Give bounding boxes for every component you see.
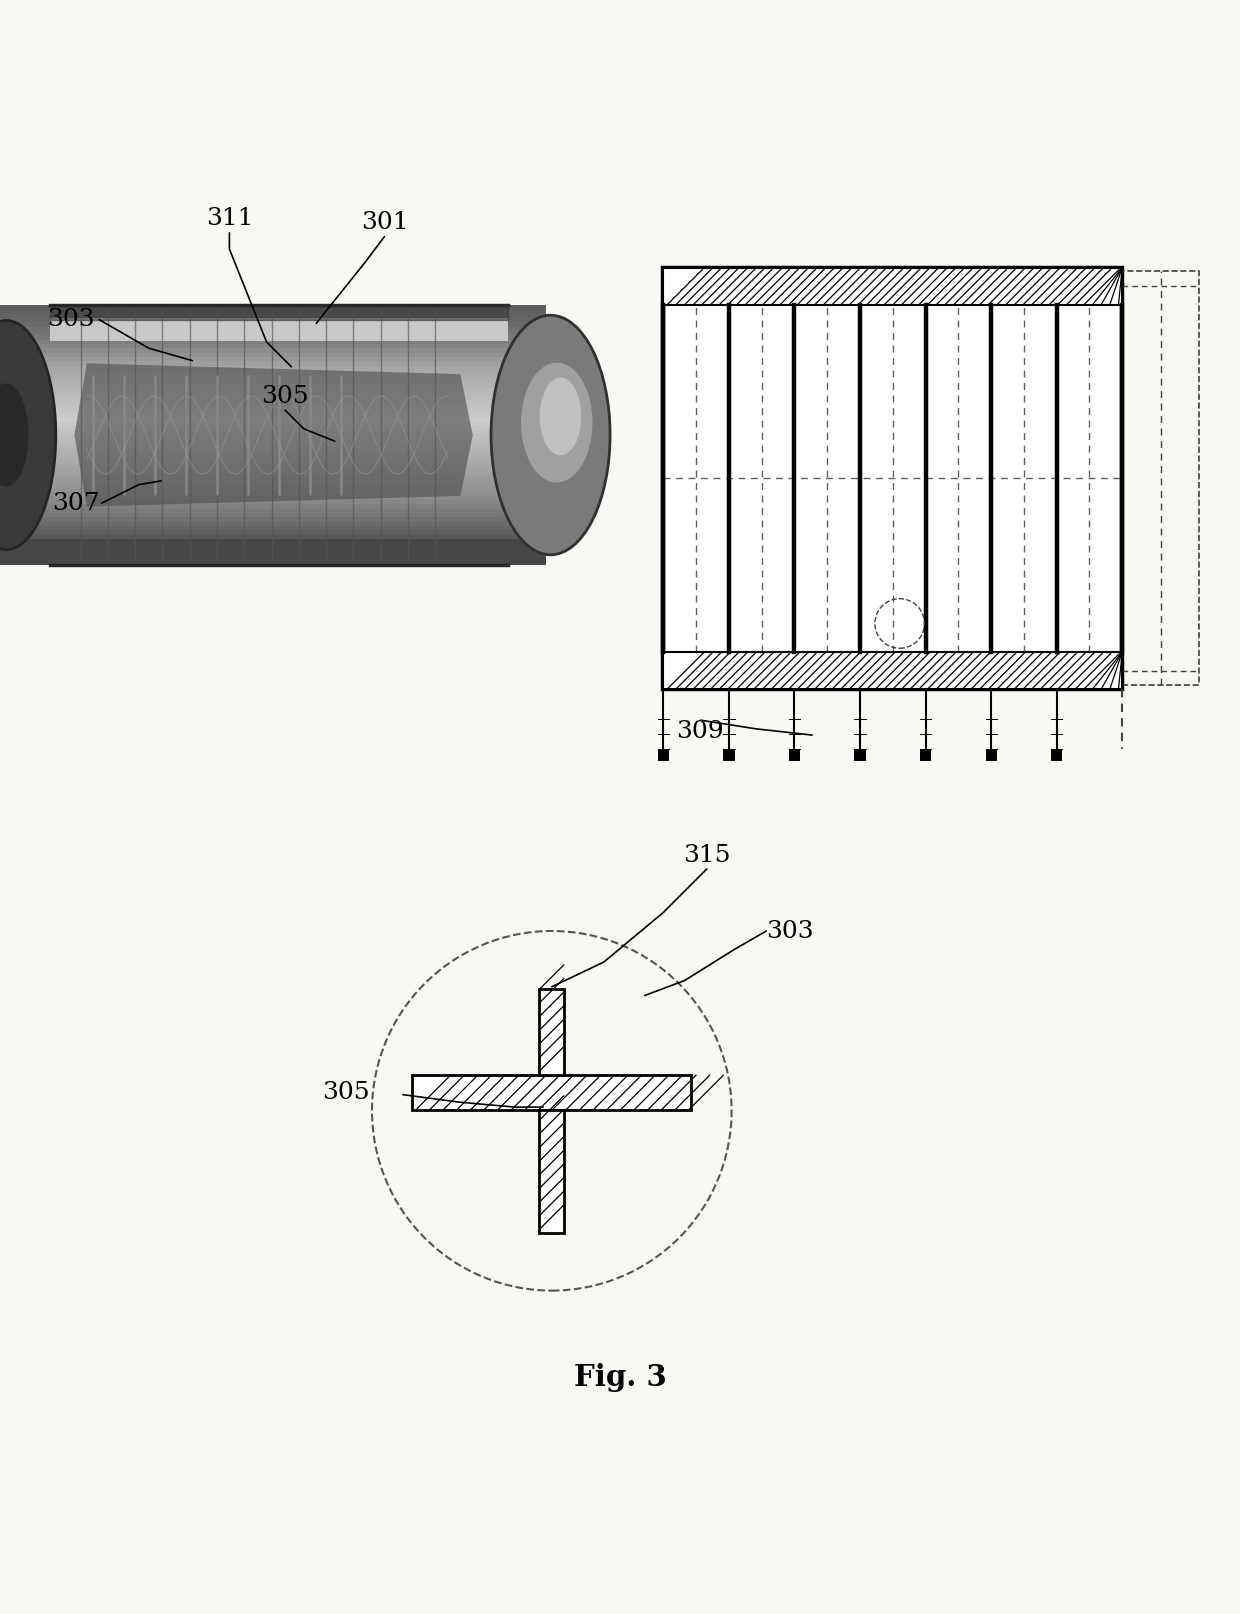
Text: 309: 309	[676, 720, 723, 742]
Bar	[0, 505, 546, 508]
Bar	[986, 749, 997, 762]
Bar	[0, 339, 546, 344]
Bar	[0, 436, 546, 439]
Bar	[658, 749, 670, 762]
Bar	[0, 444, 546, 449]
Bar	[0, 400, 546, 405]
Bar	[0, 305, 546, 310]
Bar	[0, 449, 546, 452]
Bar	[0, 426, 546, 431]
Bar	[0, 313, 546, 318]
Bar	[663, 652, 1122, 689]
Bar	[854, 749, 866, 762]
Bar	[0, 357, 546, 362]
Bar	[0, 418, 546, 421]
Bar	[0, 405, 546, 408]
Bar	[0, 408, 546, 413]
Bar	[0, 362, 546, 365]
Text: 315: 315	[683, 844, 730, 867]
Text: 303: 303	[47, 308, 94, 331]
Bar	[0, 508, 546, 513]
Bar	[0, 452, 546, 457]
Bar	[920, 749, 931, 762]
Bar	[0, 439, 546, 444]
Bar	[0, 500, 546, 505]
Bar	[0, 421, 546, 426]
Bar	[0, 518, 546, 521]
Bar	[50, 318, 508, 341]
Text: Fig. 3: Fig. 3	[574, 1362, 666, 1391]
Bar	[0, 457, 546, 462]
Bar	[0, 521, 546, 526]
Bar	[723, 749, 734, 762]
Bar	[0, 531, 546, 534]
Bar	[663, 268, 1122, 305]
Bar	[0, 318, 546, 323]
Bar	[0, 526, 546, 531]
Ellipse shape	[0, 384, 29, 486]
Ellipse shape	[539, 378, 582, 455]
Bar	[0, 310, 546, 313]
Bar	[0, 475, 546, 478]
Bar	[0, 387, 546, 392]
Ellipse shape	[521, 363, 593, 483]
Bar	[539, 1109, 564, 1233]
Bar	[0, 383, 546, 387]
Bar	[0, 392, 546, 395]
Bar	[663, 268, 1122, 689]
Bar	[0, 534, 546, 539]
Bar	[0, 513, 546, 518]
Bar	[0, 379, 546, 383]
Bar	[0, 462, 546, 465]
Bar	[413, 1075, 691, 1109]
Bar	[1122, 271, 1199, 686]
Bar	[0, 374, 546, 379]
Bar	[0, 478, 546, 483]
Bar	[0, 547, 546, 552]
Bar	[0, 323, 546, 326]
Bar	[0, 395, 546, 400]
Bar	[0, 487, 546, 491]
Bar	[0, 552, 546, 557]
Polygon shape	[0, 299, 536, 571]
Bar	[0, 483, 546, 487]
Bar	[0, 336, 546, 339]
Text: 301: 301	[361, 211, 408, 234]
Bar	[0, 326, 546, 331]
Text: 311: 311	[206, 208, 253, 231]
Bar	[0, 413, 546, 418]
Bar	[0, 431, 546, 436]
Bar	[0, 560, 546, 565]
Ellipse shape	[491, 315, 610, 555]
Text: 305: 305	[322, 1081, 370, 1104]
Bar	[789, 749, 800, 762]
Text: 305: 305	[262, 384, 309, 408]
Bar	[0, 349, 546, 352]
Bar	[0, 539, 546, 544]
Bar	[0, 352, 546, 357]
Text: 303: 303	[766, 920, 813, 943]
Bar	[0, 465, 546, 470]
Polygon shape	[74, 363, 472, 507]
Bar	[0, 331, 546, 336]
Bar	[1052, 749, 1063, 762]
Bar	[0, 344, 546, 349]
Bar	[0, 557, 546, 560]
Bar	[0, 544, 546, 547]
Bar	[0, 491, 546, 495]
Bar	[0, 495, 546, 500]
Bar	[0, 470, 546, 475]
Bar	[0, 370, 546, 374]
Bar	[539, 988, 564, 1075]
Ellipse shape	[0, 321, 56, 550]
Bar	[0, 365, 546, 370]
Text: 307: 307	[52, 492, 99, 515]
